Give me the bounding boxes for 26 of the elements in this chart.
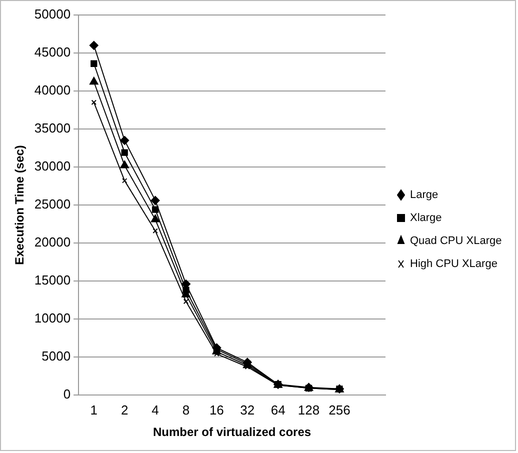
x-tick-label: 1 [90,402,98,418]
y-tick-label: 40000 [34,82,71,98]
x-tick-label: 2 [120,402,128,418]
y-axis-title: Execution Time (sec) [12,145,27,265]
x-tick-label: 4 [152,402,159,418]
legend-label: Large [410,189,438,202]
y-tick-label: 30000 [34,158,71,174]
y-tick-label: 10000 [34,310,71,326]
legend-label: High CPU XLarge [410,258,498,270]
x-tick-label: 64 [270,402,286,418]
y-tick-label: 50000 [34,6,71,22]
x-tick-label: 32 [240,402,255,418]
y-tick-label: 0 [63,386,71,402]
y-tick-label: 35000 [34,120,71,136]
y-tick-label: 20000 [34,234,71,250]
y-tick-label: 15000 [34,272,71,288]
x-tick-label: 256 [328,402,350,418]
x-tick-label: 8 [182,402,190,418]
x-tick-label: 128 [298,402,320,418]
legend-label: Xlarge [410,212,442,224]
x-tick-label: 16 [209,402,224,418]
y-tick-label: 45000 [34,44,71,60]
y-tick-label: 25000 [34,196,71,212]
x-axis-title: Number of virtualized cores [153,425,312,440]
legend-label: Quad CPU XLarge [410,235,502,248]
y-tick-label: 5000 [42,348,71,364]
